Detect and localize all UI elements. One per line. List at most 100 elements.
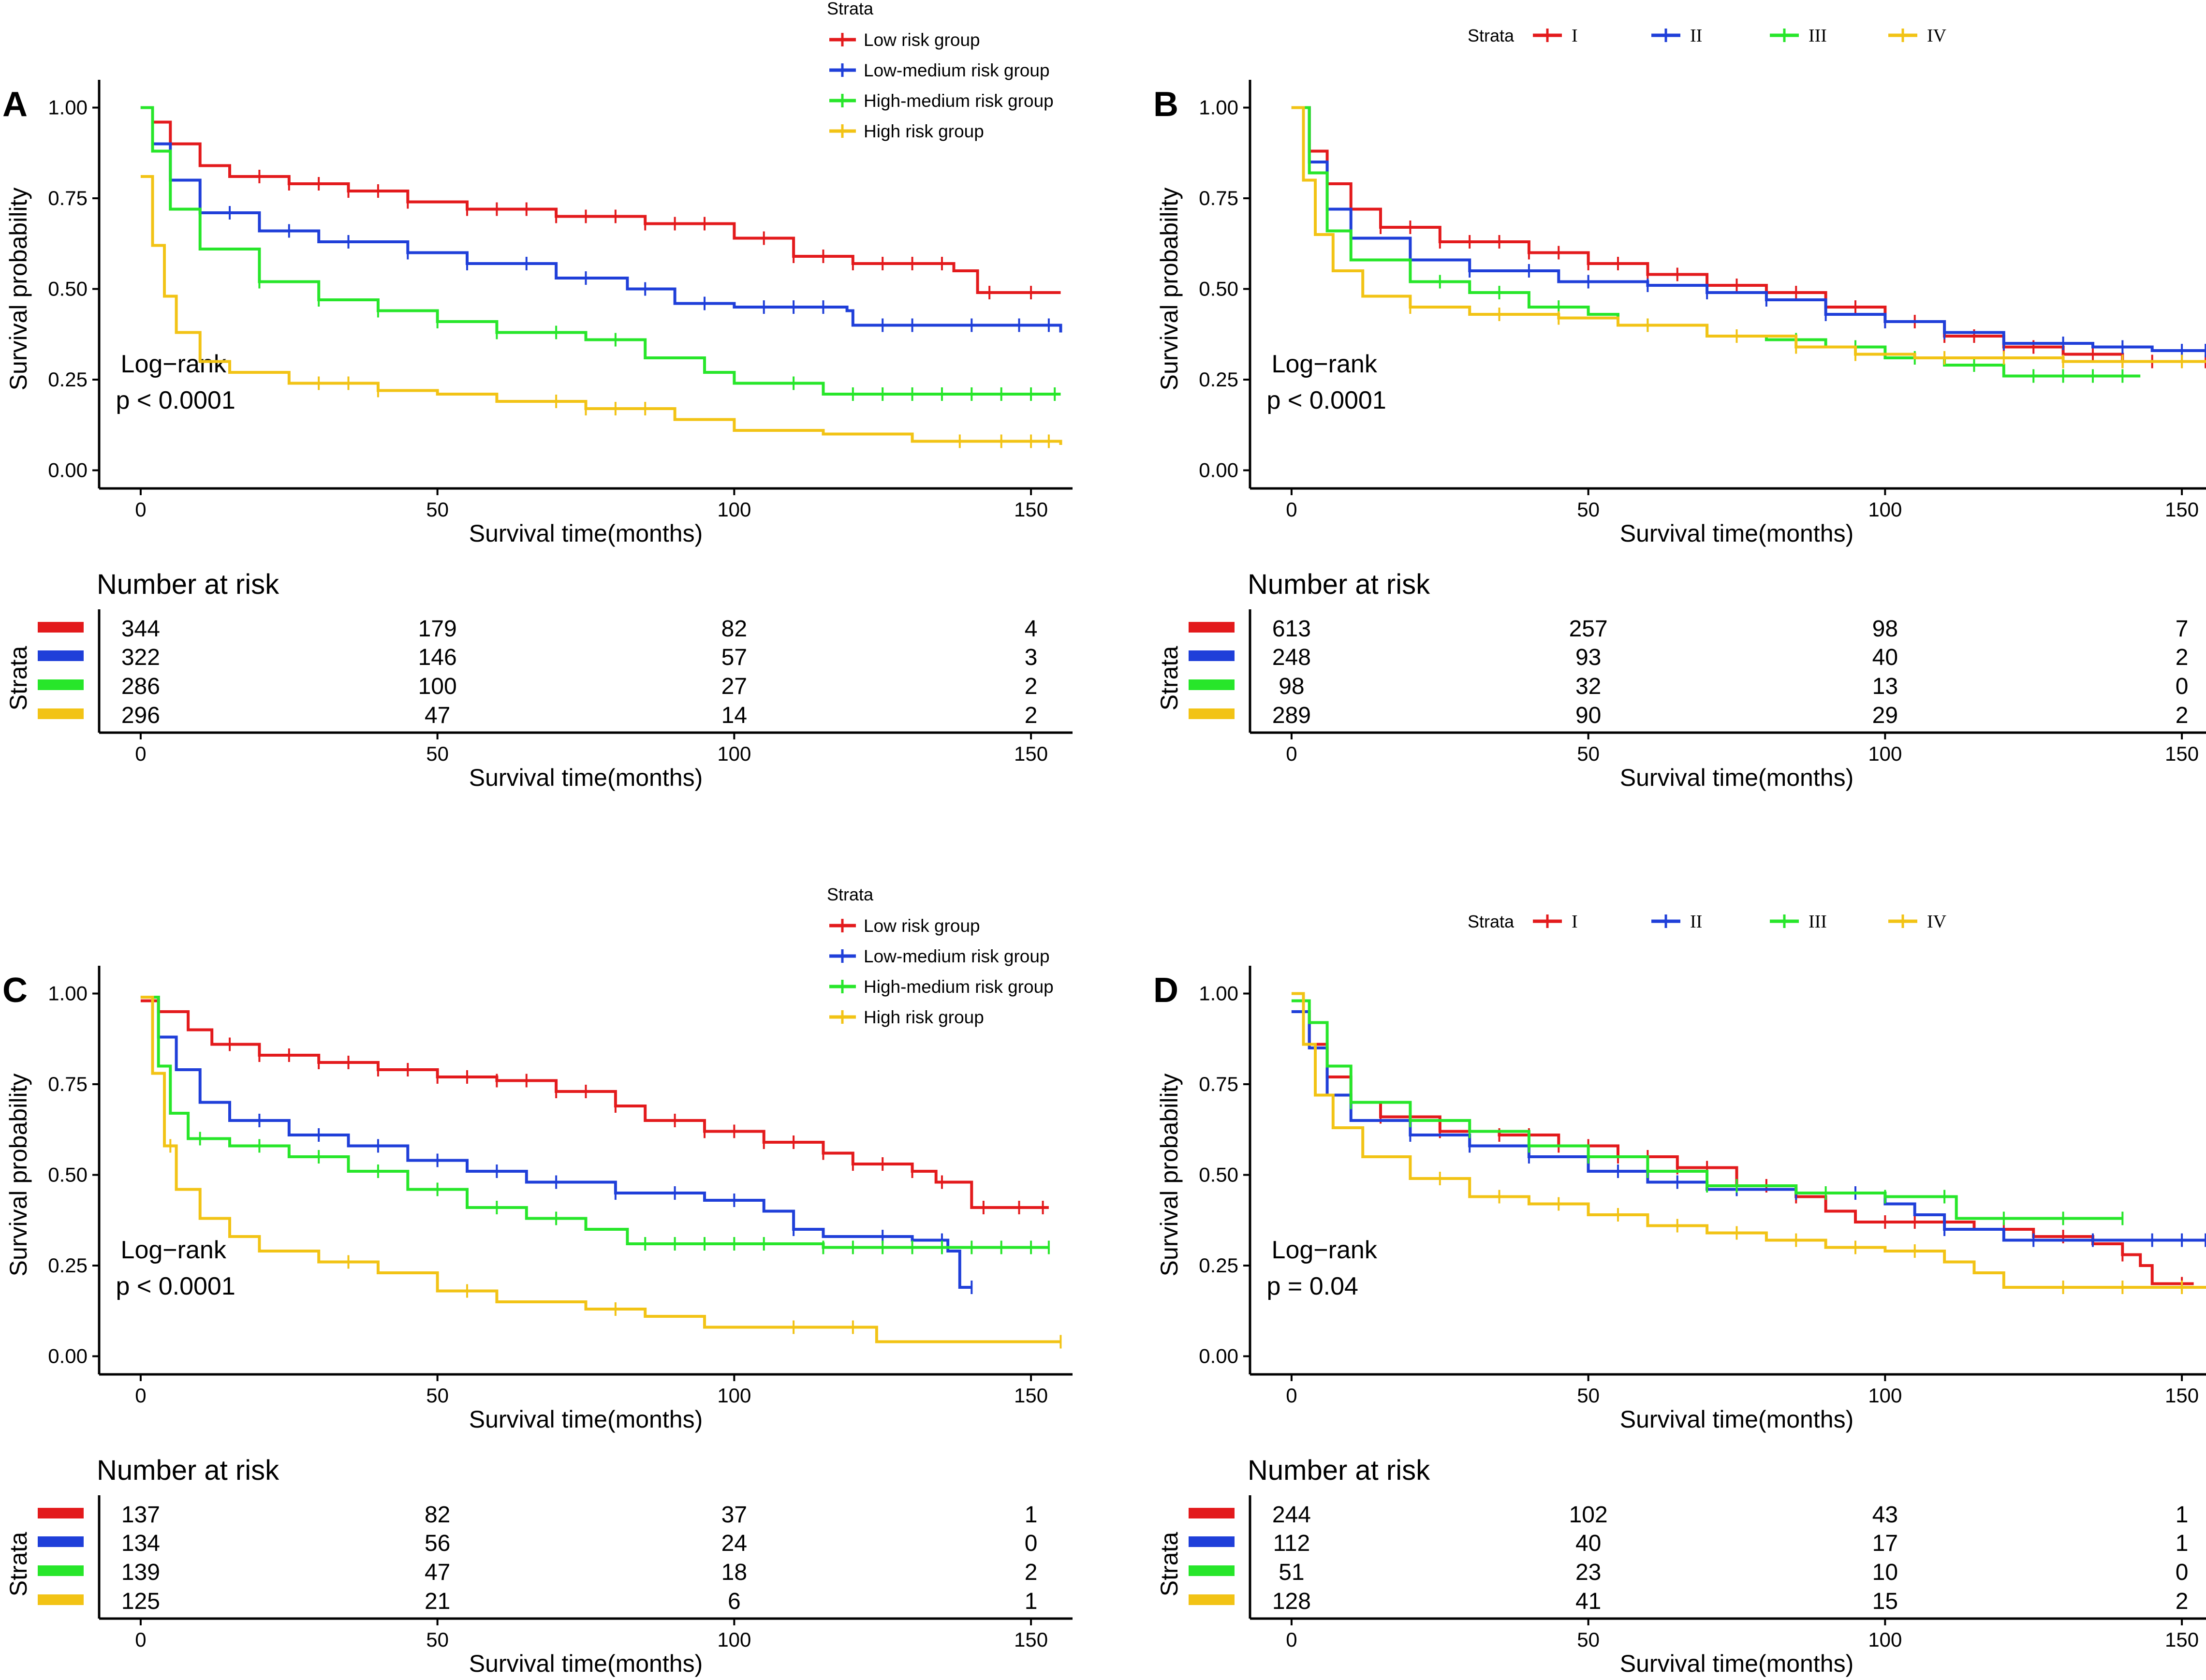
risk-count: 1: [2176, 1502, 2189, 1528]
risk-table-x-tick-label: 0: [135, 1628, 146, 1651]
risk-table-strata-swatch: [1189, 1536, 1235, 1547]
y-tick-label: 0.75: [48, 187, 88, 209]
x-tick-label: 50: [1577, 498, 1600, 521]
risk-table-x-tick-label: 50: [426, 742, 449, 765]
risk-count: 37: [721, 1502, 747, 1528]
x-tick-label: 100: [1868, 498, 1902, 521]
survival-curve-2: [140, 996, 972, 1289]
x-tick-label: 0: [135, 1384, 146, 1407]
risk-table-x-tick-label: 100: [1868, 742, 1902, 765]
risk-count: 24: [721, 1531, 747, 1556]
risk-count: 2: [2176, 1589, 2189, 1614]
risk-count: 10: [1872, 1560, 1898, 1585]
risk-count: 98: [1279, 674, 1304, 699]
y-tick-label: 0.25: [48, 368, 88, 391]
panel-label: C: [2, 971, 28, 1010]
y-axis-title: Survival probability: [5, 1074, 32, 1277]
y-tick-label: 0.00: [1199, 459, 1238, 482]
legend-label: Low-medium risk group: [864, 946, 1050, 966]
x-tick-label: 50: [1577, 1384, 1600, 1407]
risk-table-strata-swatch: [38, 650, 84, 661]
y-tick-label: 0.00: [1199, 1345, 1238, 1368]
x-tick-label: 50: [426, 1384, 449, 1407]
survival-curve-4: [140, 175, 1062, 445]
y-tick-label: 0.50: [1199, 278, 1238, 300]
risk-count: 4: [1025, 616, 1038, 642]
risk-table-x-tick-label: 150: [2165, 1628, 2199, 1651]
survival-curve-3: [1291, 999, 2123, 1220]
x-tick-label: 0: [1286, 498, 1297, 521]
panel-label: B: [1153, 85, 1178, 124]
x-tick-label: 100: [717, 1384, 751, 1407]
risk-table-title: Number at risk: [97, 1455, 279, 1486]
legend-label: High-medium risk group: [864, 91, 1054, 111]
risk-count: 6: [728, 1589, 741, 1614]
y-axis-title: Survival probability: [1156, 1074, 1183, 1277]
y-tick-label: 0.25: [48, 1254, 88, 1277]
risk-table-x-axis-title: Survival time(months): [469, 1650, 703, 1677]
legend-label: II: [1690, 26, 1702, 46]
risk-table-strata-swatch: [38, 622, 84, 633]
risk-table-x-tick-label: 50: [426, 1628, 449, 1651]
legend-label: Low risk group: [864, 30, 980, 50]
risk-count: 146: [418, 645, 457, 670]
risk-count: 102: [1569, 1502, 1608, 1528]
legend-title: Strata: [827, 0, 874, 18]
risk-table-x-tick-label: 100: [1868, 1628, 1902, 1651]
risk-table-strata-swatch: [38, 1594, 84, 1605]
y-tick-label: 1.00: [1199, 96, 1238, 119]
y-tick-label: 1.00: [48, 982, 88, 1005]
risk-count: 47: [425, 1560, 450, 1585]
risk-table-strata-swatch: [38, 708, 84, 719]
y-tick-label: 0.50: [48, 278, 88, 300]
legend-label: High risk group: [864, 121, 984, 141]
risk-table-x-tick-label: 0: [135, 742, 146, 765]
risk-count: 2: [1025, 703, 1038, 728]
risk-count: 100: [418, 674, 457, 699]
panel-b: B 0.00 0.25 0.50 0.75 1.00 0 50 100 150 Survival t…: [1153, 26, 2206, 791]
log-rank-label: Log−rank: [121, 350, 227, 378]
risk-count: 41: [1575, 1589, 1601, 1614]
x-tick-label: 150: [2165, 1384, 2199, 1407]
y-tick-label: 0.00: [48, 1345, 88, 1368]
risk-count: 27: [721, 674, 747, 699]
legend-title: Strata: [827, 884, 874, 904]
x-tick-label: 100: [717, 498, 751, 521]
y-tick-label: 0.75: [1199, 1073, 1238, 1095]
risk-table-x-tick-label: 50: [1577, 742, 1600, 765]
risk-table-title: Number at risk: [1248, 1455, 1430, 1486]
legend-label: III: [1809, 26, 1827, 46]
survival-curve-3: [140, 996, 1049, 1249]
risk-count: 93: [1575, 645, 1601, 670]
x-tick-label: 50: [426, 498, 449, 521]
y-tick-label: 1.00: [48, 96, 88, 119]
risk-count: 29: [1872, 703, 1898, 728]
legend-title: Strata: [1468, 26, 1515, 45]
y-tick-label: 0.25: [1199, 368, 1238, 391]
risk-count: 51: [1279, 1560, 1304, 1585]
risk-table-strata-label: Strata: [5, 1532, 32, 1597]
panel-label: A: [2, 85, 28, 124]
legend-label: II: [1690, 912, 1702, 932]
legend-label: IV: [1927, 26, 1947, 46]
risk-table-x-tick-label: 150: [2165, 742, 2199, 765]
risk-table-strata-swatch: [1189, 1508, 1235, 1518]
risk-count: 322: [121, 645, 160, 670]
legend-label: High risk group: [864, 1007, 984, 1027]
risk-count: 17: [1872, 1531, 1898, 1556]
risk-table-x-tick-label: 100: [717, 742, 751, 765]
risk-count: 57: [721, 645, 747, 670]
risk-table-x-tick-label: 50: [1577, 1628, 1600, 1651]
risk-table-strata-swatch: [1189, 708, 1235, 719]
risk-count: 128: [1272, 1589, 1311, 1614]
y-axis-title: Survival probability: [1156, 188, 1183, 391]
risk-table-strata-swatch: [1189, 1594, 1235, 1605]
x-tick-label: 150: [1014, 1384, 1048, 1407]
legend-label: High-medium risk group: [864, 977, 1054, 997]
risk-table-x-tick-label: 0: [1286, 1628, 1297, 1651]
risk-table-x-axis-title: Survival time(months): [1620, 764, 1853, 791]
y-tick-label: 0.75: [48, 1073, 88, 1095]
risk-table-strata-swatch: [38, 1565, 84, 1576]
x-tick-label: 150: [1014, 498, 1048, 521]
